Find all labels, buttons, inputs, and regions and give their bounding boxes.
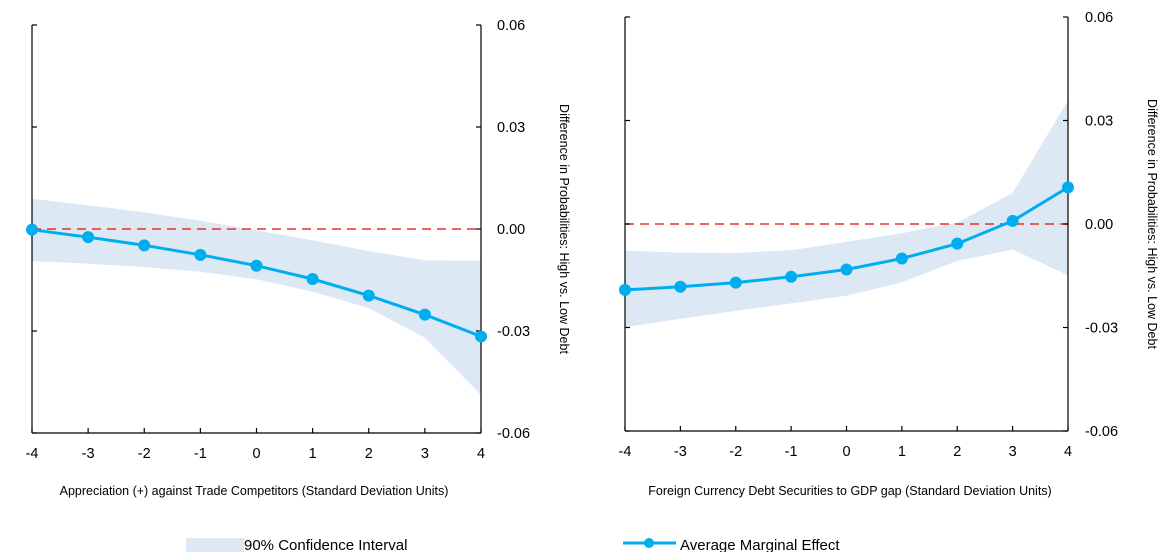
x-tick-label: 3 <box>1009 444 1017 460</box>
x-tick-label: 0 <box>252 446 260 462</box>
marginal-effect-point <box>1006 214 1019 227</box>
x-tick-label: 4 <box>477 446 485 462</box>
legend: 90% Confidence Interval Average Marginal… <box>186 537 840 552</box>
x-tick-label: 4 <box>1064 444 1072 460</box>
marginal-effect-point <box>619 283 631 296</box>
legend-band-swatch <box>186 538 244 552</box>
x-tick-label: -3 <box>674 444 687 460</box>
marginal-effect-point <box>26 223 38 236</box>
x-tick-label: 3 <box>421 446 429 462</box>
legend-item-confidence-interval: 90% Confidence Interval <box>186 537 407 552</box>
y-axis-title: Difference in Probabilities: High vs. Lo… <box>1145 99 1159 349</box>
x-tick-label: 1 <box>898 444 906 460</box>
y-tick-label: -0.06 <box>497 426 530 442</box>
marginal-effect-point <box>785 270 798 283</box>
marginal-effect-point <box>951 237 964 250</box>
x-tick-label: -4 <box>619 444 632 460</box>
confidence-band <box>32 198 481 395</box>
marginal-effect-point <box>138 239 151 252</box>
marginal-effect-point <box>250 259 263 272</box>
legend-label-marginal-effect: Average Marginal Effect <box>680 537 840 552</box>
y-tick-label: 0.00 <box>497 222 525 238</box>
marginal-effect-point <box>418 308 431 321</box>
marginal-effect-point <box>674 280 687 293</box>
x-tick-label: -3 <box>82 446 95 462</box>
y-tick-label: 0.06 <box>1085 10 1113 26</box>
legend-item-marginal-effect: Average Marginal Effect <box>623 537 840 552</box>
marginal-effect-point <box>1062 181 1074 194</box>
y-tick-label: 0.00 <box>1085 217 1113 233</box>
legend-label-confidence-interval: 90% Confidence Interval <box>244 537 407 552</box>
marginal-effect-point <box>895 252 908 265</box>
confidence-band <box>625 100 1068 328</box>
right-chart-panel: -4 -3 -2 -1 0 1 2 3 4 0.06 0.03 0.00 -0.03 -0.06 Forei… <box>619 10 1159 498</box>
marginal-effect-point <box>475 330 487 343</box>
x-tick-label: -2 <box>138 446 151 462</box>
x-tick-label: -1 <box>194 446 207 462</box>
y-tick-label: 0.03 <box>1085 114 1113 130</box>
legend-marker-swatch <box>644 538 654 548</box>
y-tick-label: 0.03 <box>497 120 525 136</box>
left-chart-panel: -4 -3 -2 -1 0 1 2 3 4 0.06 0.03 0.00 -0.03 -0.06 Appre… <box>26 18 571 498</box>
x-axis-title: Foreign Currency Debt Securities to GDP … <box>648 484 1051 498</box>
x-axis-title: Appreciation (+) against Trade Competito… <box>60 484 449 498</box>
x-tick-label: -1 <box>785 444 798 460</box>
x-tick-label: -2 <box>729 444 742 460</box>
y-axis-title: Difference in Probabilities: High vs. Lo… <box>557 104 571 354</box>
y-tick-label: 0.06 <box>497 18 525 34</box>
marginal-effect-point <box>306 272 319 285</box>
x-tick-label: 0 <box>842 444 850 460</box>
y-tick-label: -0.06 <box>1085 424 1118 440</box>
marginal-effect-point <box>82 231 95 244</box>
y-tick-label: -0.03 <box>1085 321 1118 337</box>
marginal-effect-point <box>840 263 853 276</box>
x-tick-label: 2 <box>953 444 961 460</box>
y-tick-label: -0.03 <box>497 324 530 340</box>
x-tick-label: 1 <box>309 446 317 462</box>
marginal-effect-point <box>194 248 207 261</box>
marginal-effect-point <box>362 289 375 302</box>
x-tick-label: -4 <box>26 446 39 462</box>
marginal-effect-point <box>729 276 742 289</box>
x-tick-label: 2 <box>365 446 373 462</box>
